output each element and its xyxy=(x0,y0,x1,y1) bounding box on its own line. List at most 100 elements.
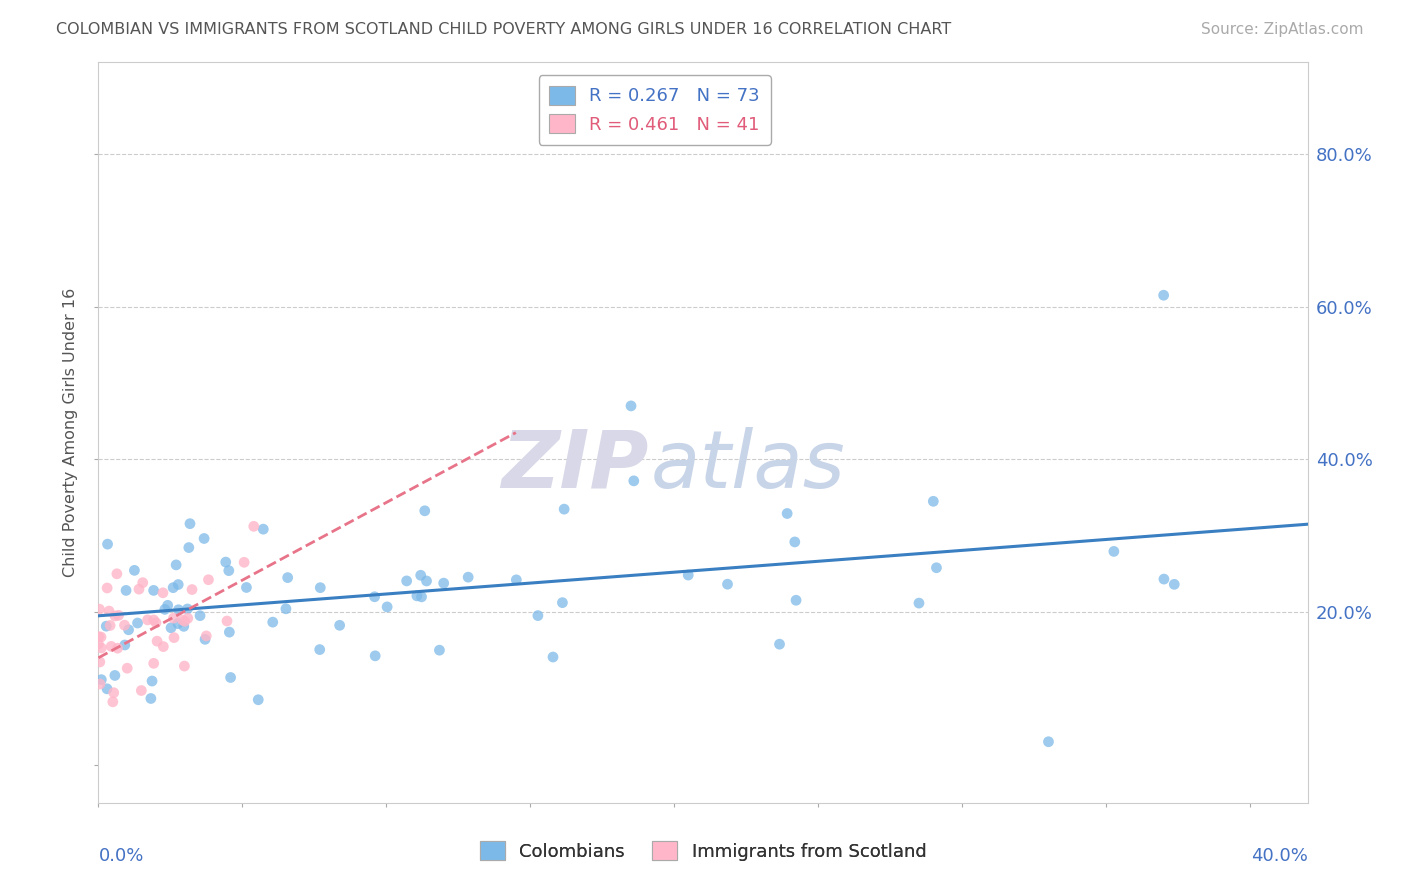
Point xyxy=(145,615,167,630)
Point xyxy=(195,629,218,643)
Point xyxy=(623,474,645,488)
Point xyxy=(551,596,574,610)
Point xyxy=(215,555,238,569)
Point xyxy=(329,618,352,632)
Text: 0.0%: 0.0% xyxy=(98,847,143,865)
Point xyxy=(375,599,398,614)
Point xyxy=(136,613,159,627)
Point xyxy=(96,619,118,633)
Point xyxy=(364,648,387,663)
Point xyxy=(922,494,945,508)
Point xyxy=(1038,735,1060,749)
Point xyxy=(173,619,195,633)
Point xyxy=(676,568,699,582)
Point xyxy=(165,558,187,572)
Point xyxy=(124,563,146,577)
Point xyxy=(96,681,118,696)
Point xyxy=(104,668,127,682)
Text: ZIP: ZIP xyxy=(501,427,648,505)
Text: Source: ZipAtlas.com: Source: ZipAtlas.com xyxy=(1201,22,1364,37)
Point xyxy=(181,582,204,597)
Point xyxy=(153,602,176,616)
Point xyxy=(115,583,138,598)
Point xyxy=(527,608,550,623)
Point xyxy=(98,618,121,632)
Point xyxy=(115,661,138,675)
Point xyxy=(179,516,201,531)
Point xyxy=(87,637,110,651)
Point xyxy=(131,683,153,698)
Point xyxy=(89,677,111,691)
Point xyxy=(152,640,174,654)
Point xyxy=(274,601,297,615)
Point xyxy=(117,623,139,637)
Point xyxy=(177,541,200,555)
Point xyxy=(105,566,128,581)
Point xyxy=(277,571,299,585)
Point xyxy=(114,618,136,632)
Point xyxy=(1163,577,1185,591)
Text: atlas: atlas xyxy=(651,427,846,505)
Point xyxy=(103,686,125,700)
Point xyxy=(89,655,111,669)
Point xyxy=(1153,288,1175,302)
Point xyxy=(785,593,807,607)
Point xyxy=(98,604,121,618)
Point xyxy=(433,576,456,591)
Point xyxy=(141,674,163,689)
Point xyxy=(215,614,238,628)
Y-axis label: Child Poverty Among Girls Under 16: Child Poverty Among Girls Under 16 xyxy=(63,288,79,577)
Point xyxy=(309,581,332,595)
Point xyxy=(172,613,194,627)
Point xyxy=(96,581,118,595)
Point xyxy=(160,621,183,635)
Point xyxy=(194,632,217,647)
Point xyxy=(152,586,174,600)
Text: COLOMBIAN VS IMMIGRANTS FROM SCOTLAND CHILD POVERTY AMONG GIRLS UNDER 16 CORRELA: COLOMBIAN VS IMMIGRANTS FROM SCOTLAND CH… xyxy=(56,22,952,37)
Point xyxy=(908,596,931,610)
Point xyxy=(411,590,433,604)
Point xyxy=(107,641,129,656)
Point xyxy=(188,608,211,623)
Point xyxy=(90,673,112,687)
Point xyxy=(308,642,330,657)
Point xyxy=(97,537,120,551)
Point xyxy=(89,602,111,616)
Point xyxy=(218,564,240,578)
Point xyxy=(90,630,112,644)
Point xyxy=(235,581,257,595)
Point xyxy=(142,613,165,627)
Point xyxy=(193,532,215,546)
Point xyxy=(173,659,195,673)
Point xyxy=(146,634,169,648)
Point xyxy=(262,615,284,629)
Point xyxy=(176,602,198,616)
Point xyxy=(925,560,948,574)
Point xyxy=(413,504,436,518)
Point xyxy=(173,615,195,629)
Point xyxy=(363,590,385,604)
Point xyxy=(505,573,527,587)
Point xyxy=(104,609,127,624)
Point xyxy=(87,630,110,644)
Point xyxy=(132,575,155,590)
Point xyxy=(100,640,122,654)
Point xyxy=(768,637,790,651)
Point xyxy=(1153,572,1175,586)
Point xyxy=(162,611,184,625)
Point xyxy=(409,568,432,582)
Point xyxy=(139,691,162,706)
Point xyxy=(197,573,219,587)
Point xyxy=(128,582,150,596)
Point xyxy=(167,577,190,591)
Point xyxy=(162,581,184,595)
Point xyxy=(219,671,242,685)
Point xyxy=(101,695,124,709)
Point xyxy=(395,574,418,588)
Point xyxy=(457,570,479,584)
Point xyxy=(114,638,136,652)
Point xyxy=(429,643,451,657)
Point xyxy=(783,535,806,549)
Point xyxy=(90,640,112,655)
Point xyxy=(167,616,190,631)
